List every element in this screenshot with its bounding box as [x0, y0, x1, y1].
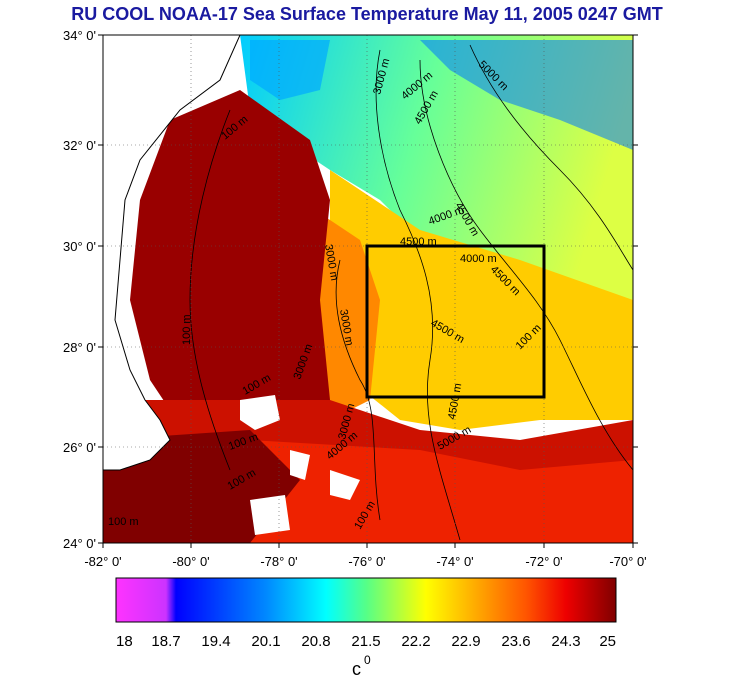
- lat-label: 24° 0': [63, 536, 96, 551]
- lon-label: -78° 0': [260, 554, 297, 569]
- contour-label: 100 m: [108, 516, 139, 528]
- lat-label: 30° 0': [63, 239, 96, 254]
- colorbar-tick-label: 19.4: [201, 633, 230, 650]
- colorbar-tick-label: 25: [599, 633, 616, 650]
- colorbar-tick-label: 18.7: [151, 633, 180, 650]
- map-frame: [102, 34, 634, 544]
- lon-label: -76° 0': [348, 554, 385, 569]
- lat-label: 32° 0': [63, 138, 96, 153]
- colorbar-tick-label: 20.8: [301, 633, 330, 650]
- lat-label: 28° 0': [63, 340, 96, 355]
- colorbar-tick-label: 22.9: [451, 633, 480, 650]
- study-region-box: [365, 244, 546, 399]
- lon-label: -70° 0': [609, 554, 646, 569]
- colorbar-tick-label: 18: [116, 633, 133, 650]
- colorbar-tick-label: 24.3: [551, 633, 580, 650]
- contour-label: 100 m: [181, 314, 193, 345]
- lat-label: 26° 0': [63, 440, 96, 455]
- colorbar-tick-label: 22.2: [401, 633, 430, 650]
- colorbar: [115, 577, 617, 623]
- colorbar-tick-label: 21.5: [351, 633, 380, 650]
- colorbar-tick-label: 23.6: [501, 633, 530, 650]
- colorbar-unit: c: [352, 659, 361, 679]
- lon-label: -72° 0': [525, 554, 562, 569]
- colorbar-unit-sup: 0: [364, 653, 371, 667]
- lon-label: -82° 0': [84, 554, 121, 569]
- lon-label: -80° 0': [172, 554, 209, 569]
- contour-label: 4000 m: [460, 253, 497, 265]
- lon-label: -74° 0': [436, 554, 473, 569]
- lat-label: 34° 0': [63, 28, 96, 43]
- colorbar-tick-label: 20.1: [251, 633, 280, 650]
- map-title: RU COOL NOAA-17 Sea Surface Temperature …: [71, 4, 663, 24]
- colorbar-ticks: 18 18.7 19.4 20.1 20.8 21.5 22.2 22.9 23.6 24.3 25: [116, 633, 616, 650]
